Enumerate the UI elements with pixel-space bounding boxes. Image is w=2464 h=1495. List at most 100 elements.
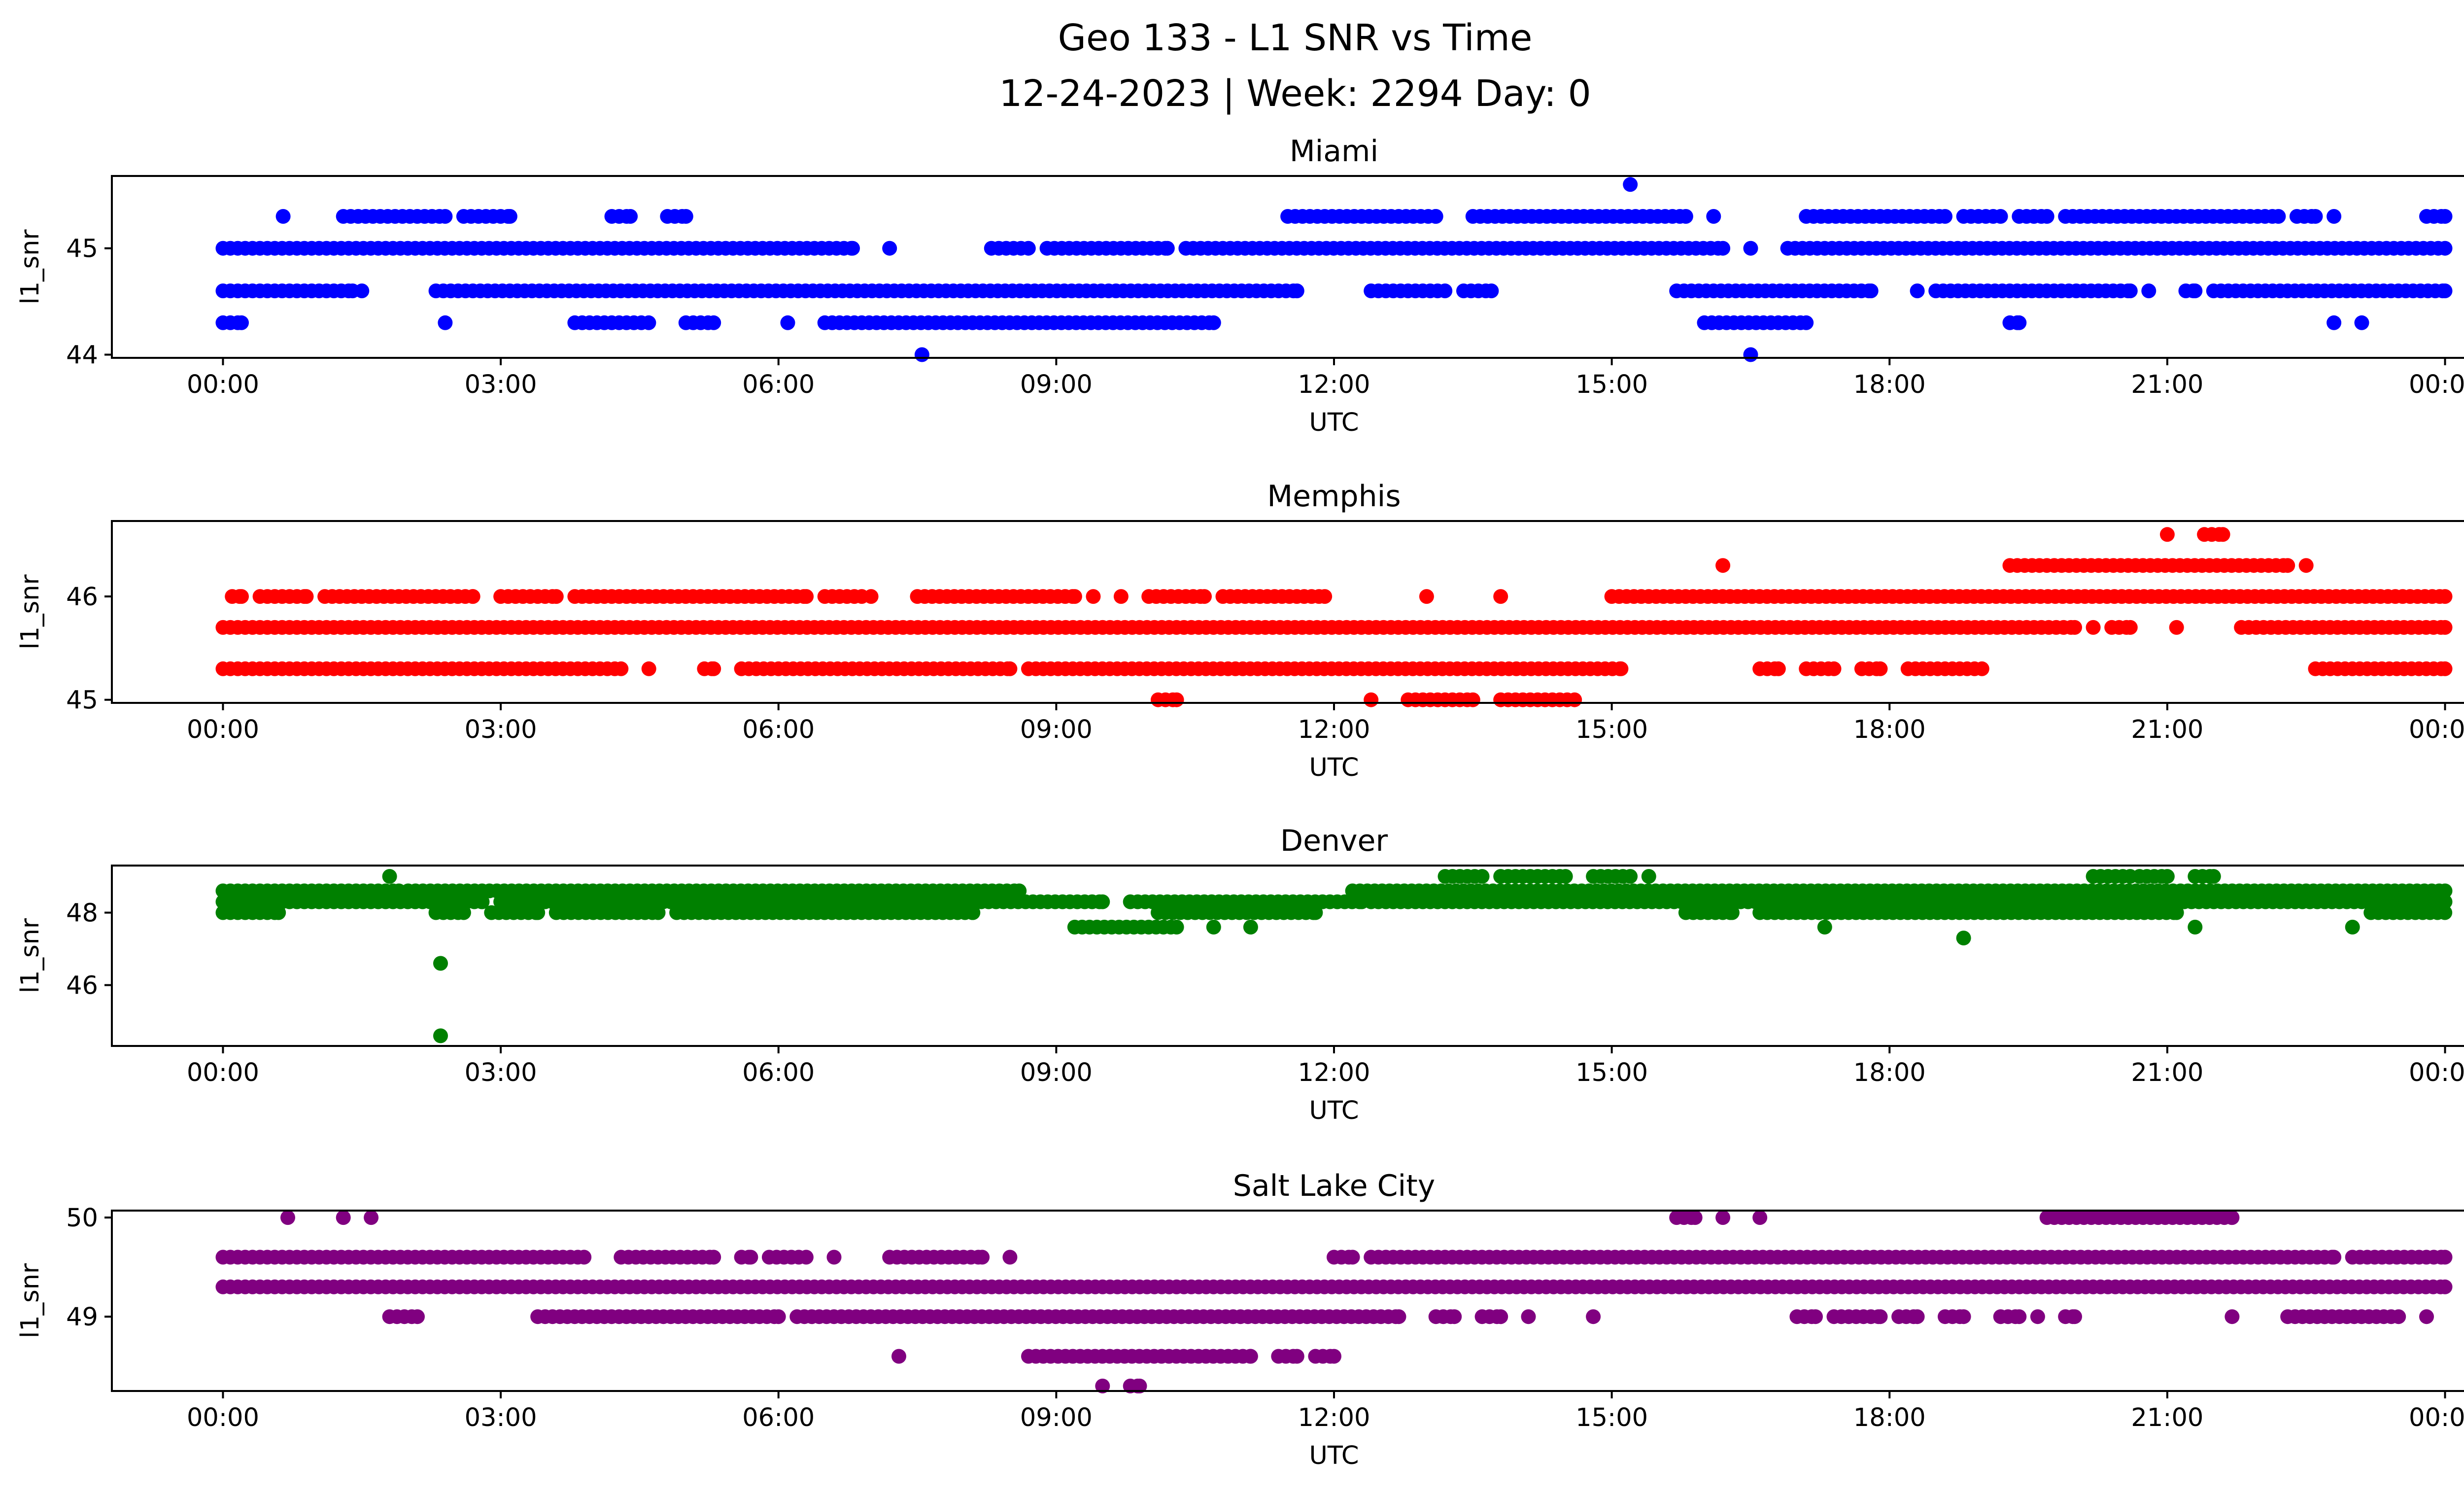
data-point	[2206, 869, 2221, 884]
data-point	[438, 315, 453, 330]
data-point	[1799, 315, 1814, 330]
x-tick-label: 09:00	[1020, 715, 1093, 744]
data-point	[1956, 931, 1971, 945]
y-tick-label: 46	[66, 583, 98, 612]
data-point	[410, 1309, 425, 1324]
data-point	[882, 241, 897, 256]
data-point	[1447, 1309, 1462, 1324]
data-point	[1086, 589, 1101, 604]
data-point	[641, 315, 656, 330]
data-point	[1558, 869, 1573, 884]
data-point	[1206, 315, 1221, 330]
x-axis-label: UTC	[1309, 1096, 1359, 1125]
x-tick-label: 00:00	[2409, 1403, 2464, 1432]
data-point	[2437, 894, 2453, 909]
data-point	[2188, 283, 2203, 299]
data-point	[1613, 661, 1629, 676]
x-tick-label: 12:00	[1298, 1058, 1370, 1087]
data-point	[1419, 589, 1434, 604]
x-tick-label: 21:00	[2131, 715, 2203, 744]
data-point	[706, 661, 721, 676]
data-point	[1197, 589, 1212, 604]
x-tick-label: 03:00	[465, 1403, 537, 1432]
data-point	[1771, 661, 1786, 676]
data-point	[2327, 315, 2342, 330]
data-point	[706, 315, 721, 330]
data-point	[623, 209, 638, 224]
data-point	[1345, 1250, 1360, 1265]
y-axis-label: l1_snr	[16, 229, 45, 304]
data-point	[382, 869, 397, 884]
x-tick-label: 12:00	[1298, 715, 1370, 744]
panels-container: 00:00 03:00 06:00 09:00 12:00 15:00 18:00 21:00…	[16, 134, 2464, 1470]
panel-miami: 00:00 03:00 06:00 09:00 12:00 15:00 18:00 21:00…	[16, 134, 2464, 437]
x-tick-label: 03:00	[465, 715, 537, 744]
x-tick-label: 00:00	[2409, 370, 2464, 399]
y-tick-label: 48	[66, 899, 98, 928]
data-point	[234, 589, 249, 604]
data-point	[2141, 283, 2156, 299]
data-point	[2169, 620, 2184, 635]
data-point	[502, 209, 517, 224]
data-point	[1586, 1309, 1601, 1324]
figure-title-line-2: 12-24-2023 | Week: 2294 Day: 0	[999, 72, 1591, 115]
data-point	[2159, 869, 2175, 884]
points-memphis	[215, 527, 2453, 707]
data-point	[336, 1210, 351, 1225]
data-point	[2437, 620, 2453, 635]
x-axis-label: UTC	[1309, 1441, 1359, 1470]
data-point	[2224, 1210, 2240, 1225]
data-point	[965, 905, 981, 920]
data-point	[2169, 905, 2184, 920]
data-point	[2391, 1309, 2406, 1324]
data-point	[2437, 241, 2453, 256]
data-point	[1308, 905, 1323, 920]
panel-memphis: 00:00 03:00 06:00 09:00 12:00 15:00 18:00 21:00…	[16, 479, 2464, 782]
data-point	[914, 347, 929, 362]
data-point	[1724, 905, 1740, 920]
data-point	[614, 661, 629, 676]
data-point	[1910, 1309, 1925, 1324]
x-tick-label: 03:00	[465, 370, 537, 399]
data-point	[678, 209, 693, 224]
data-point	[743, 1250, 758, 1265]
data-point	[1317, 589, 1333, 604]
data-point	[2437, 661, 2453, 676]
data-point	[1993, 209, 2008, 224]
data-point	[1289, 283, 1304, 299]
data-point	[1132, 1378, 1147, 1393]
x-tick-label: 00:00	[2409, 1058, 2464, 1087]
data-point	[845, 241, 860, 256]
data-point	[1826, 661, 1842, 676]
data-point	[2067, 1309, 2082, 1324]
panel-salt-lake-city: 00:00 03:00 06:00 09:00 12:00 15:00 18:00 21:00…	[16, 1169, 2464, 1470]
data-point	[2224, 1309, 2240, 1324]
data-point	[641, 661, 656, 676]
data-point	[1067, 589, 1082, 604]
y-axis-label: l1_snr	[16, 1263, 45, 1338]
y-tick-label: 46	[66, 972, 98, 1001]
data-point	[1095, 1378, 1110, 1393]
data-point	[280, 1210, 295, 1225]
data-point	[1002, 1250, 1018, 1265]
data-point	[234, 315, 249, 330]
points-salt-lake-city	[215, 1210, 2453, 1393]
data-point	[299, 589, 314, 604]
data-point	[1474, 869, 1490, 884]
data-point	[2188, 919, 2203, 935]
data-point	[1623, 177, 1638, 192]
data-point	[798, 1250, 814, 1265]
y-tick-label: 45	[66, 235, 98, 264]
data-point	[1243, 919, 1258, 935]
data-point	[1206, 919, 1221, 935]
x-tick-label: 21:00	[2131, 1058, 2203, 1087]
x-tick-label: 00:00	[187, 370, 259, 399]
x-tick-label: 00:00	[187, 1403, 259, 1432]
data-point	[780, 315, 795, 330]
data-point	[548, 589, 564, 604]
data-point	[1002, 661, 1018, 676]
data-point	[2012, 315, 2027, 330]
data-point	[1863, 283, 1879, 299]
data-point	[1493, 589, 1508, 604]
